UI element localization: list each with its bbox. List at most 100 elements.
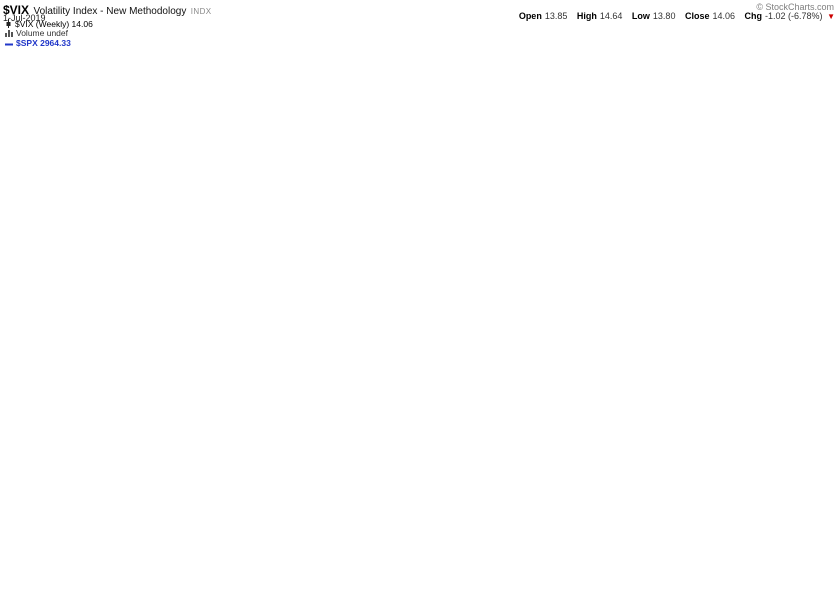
x-axis-label: J <box>809 590 813 599</box>
y-axis-label: 64 <box>815 100 824 109</box>
quote-row: Open 13.85 High 14.64 Low 13.80 Close 14.06 … <box>512 11 835 21</box>
x-axis-label: A <box>257 590 263 599</box>
y-axis-label: 56 <box>815 132 824 141</box>
y-axis-label: 10 <box>815 547 824 556</box>
x-axis-label: O <box>337 590 343 599</box>
x-axis-label: O <box>14 590 20 599</box>
x-axis-label: A <box>687 590 693 599</box>
y-axis-label: 62 <box>815 108 824 117</box>
y-axis-label: 72 <box>815 72 824 81</box>
candlestick-icon <box>5 18 12 30</box>
x-axis-label: A <box>365 590 371 599</box>
y-axis-label: 28 <box>815 299 824 308</box>
highlight-band <box>536 130 553 547</box>
x-axis-label: O <box>283 590 289 599</box>
chart-title: $VIX Volatility Index - New Methodology … <box>3 1 212 19</box>
x-axis-label: O <box>499 590 505 599</box>
x-axis-label: O <box>606 590 612 599</box>
y-axis-label: 76 <box>815 59 824 68</box>
y-axis-label: 50 <box>815 159 824 168</box>
y-axis-label: 32 <box>815 267 824 276</box>
x-axis-label: J <box>486 590 490 599</box>
chart-date: 1-Jul-2019 <box>3 13 46 23</box>
y-axis-label: 54 <box>815 141 824 150</box>
x-axis-label: J <box>271 590 275 599</box>
y-axis-label: 38 <box>815 225 824 234</box>
x-axis-label: O <box>714 590 720 599</box>
y-axis-label: 84 <box>815 35 824 44</box>
x-axis-label: A <box>96 590 102 599</box>
y-axis-label: 16 <box>815 434 824 443</box>
x-axis-label: J <box>594 590 598 599</box>
x-axis-label: A <box>741 590 747 599</box>
x-axis-label: 13 <box>457 590 466 599</box>
x-axis-label: J <box>56 590 60 599</box>
x-axis-label: 16 <box>618 590 627 599</box>
x-axis-label: A <box>633 590 639 599</box>
x-axis-label: A <box>203 590 209 599</box>
x-axis-label: 17 <box>672 590 681 599</box>
highlight-band <box>676 30 733 586</box>
change-down-icon: ▼ <box>827 12 835 21</box>
exchange-label: INDX <box>190 7 212 16</box>
legend-spx-label: $SPX 2964.33 <box>16 37 71 48</box>
y-axis-label: 86 <box>815 29 824 38</box>
x-axis-label: A <box>795 590 801 599</box>
symbol-label: $VIX <box>3 3 30 17</box>
gridlines <box>3 20 812 586</box>
y-axis-label: 58 <box>815 124 824 133</box>
x-axis-label: J <box>701 590 705 599</box>
x-axis-label: A <box>526 590 532 599</box>
low-value: 13.80 <box>652 11 676 21</box>
y-axis-label: 48 <box>815 169 824 178</box>
x-axis-label: O <box>176 590 182 599</box>
x-axis-label: 15 <box>564 590 573 599</box>
y-axis-label: 36 <box>815 238 824 247</box>
y-axis-label: 68 <box>815 85 824 94</box>
x-axis-label: O <box>122 590 128 599</box>
legend-spx: $SPX 2964.33 <box>5 39 93 47</box>
x-axis-label: A <box>311 590 317 599</box>
y-axis-label: 42 <box>815 201 824 210</box>
x-axis-label: 10 <box>295 590 304 599</box>
y-axis-label: 30 <box>815 282 824 291</box>
y-axis-label: 82 <box>815 40 824 49</box>
highlight-band <box>126 264 147 564</box>
x-axis-label: J <box>379 590 383 599</box>
x-axis-label: O <box>445 590 451 599</box>
x-axis-label: J <box>2 590 6 599</box>
volume-bars-icon <box>5 29 13 39</box>
legend-vix: $VIX (Weekly) 14.06 <box>5 18 93 30</box>
x-axis-label: 06 <box>80 590 89 599</box>
x-axis-label: O <box>552 590 558 599</box>
close-label: Close <box>684 11 710 21</box>
legend-volume: Volume undef <box>5 29 93 39</box>
highlight-band <box>27 345 44 538</box>
x-axis-label: 19 <box>780 590 789 599</box>
x-axis-label: 11 <box>349 590 358 599</box>
y-axis-label: 70 <box>815 78 824 87</box>
plot-legend: $VIX (Weekly) 14.06 Volume undef $SPX 29… <box>5 18 93 49</box>
y-axis-label: 80 <box>815 46 824 55</box>
x-axis-label: O <box>767 590 773 599</box>
x-axis-label: J <box>540 590 544 599</box>
x-axis-label: 09 <box>242 590 251 599</box>
open-value: 13.85 <box>544 11 568 21</box>
vix-candle-bodies-down <box>4 44 812 584</box>
y-axis-label: 60 <box>815 116 824 125</box>
x-axis-label: O <box>230 590 236 599</box>
x-axis-label: O <box>68 590 74 599</box>
x-axis-label: O <box>391 590 397 599</box>
high-value: 14.64 <box>599 11 623 21</box>
chg-label: Chg <box>744 11 763 21</box>
x-axis-label: 07 <box>134 590 143 599</box>
x-axis-label: J <box>163 590 167 599</box>
x-axis-label: 18 <box>726 590 735 599</box>
highlight-band <box>85 317 105 532</box>
y-axis-label: 40 <box>815 213 824 222</box>
x-axis-label: A <box>149 590 155 599</box>
x-axis-label: J <box>325 590 329 599</box>
axis-ticks <box>3 21 814 589</box>
